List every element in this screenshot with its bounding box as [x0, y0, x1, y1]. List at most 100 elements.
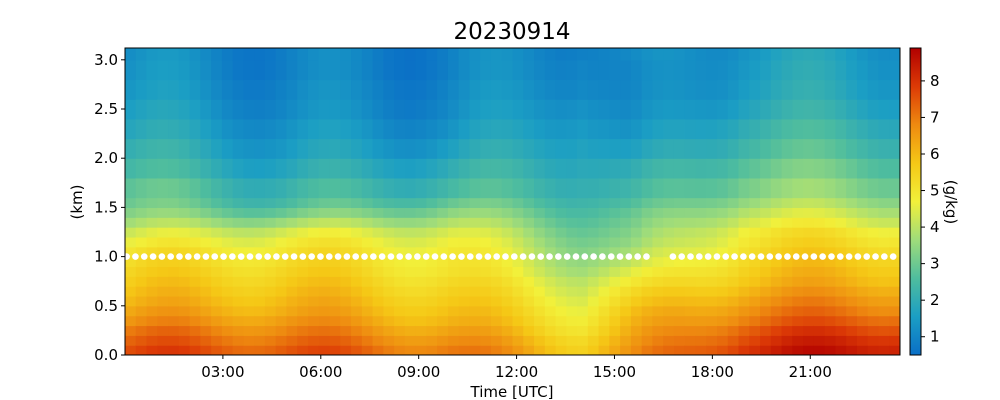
heatmap-cell — [544, 99, 557, 120]
heatmap-cell — [867, 48, 880, 61]
heatmap-cell — [426, 79, 438, 100]
heatmap-cell — [673, 305, 686, 317]
heatmap-cell — [824, 79, 837, 100]
heatmap-cell — [447, 325, 460, 336]
heatmap-cell — [351, 286, 363, 297]
heatmap-cell — [383, 59, 395, 81]
heatmap-cell — [168, 227, 180, 238]
heatmap-cell — [458, 118, 471, 140]
heatmap-cell — [695, 345, 707, 355]
chart-title: 20230914 — [453, 19, 570, 45]
heatmap-cell — [792, 256, 804, 268]
heatmap-cell — [135, 256, 148, 268]
heatmap-cell — [372, 266, 384, 277]
heatmap-cell — [534, 197, 546, 209]
heatmap-cell — [684, 99, 697, 120]
heatmap-cell — [523, 177, 535, 199]
heatmap-cell — [297, 286, 309, 297]
heatmap-cell — [889, 305, 900, 317]
heatmap-cell — [372, 227, 384, 238]
heatmap-cell — [437, 207, 449, 218]
heatmap-cell — [641, 286, 654, 297]
heatmap-cell — [856, 48, 869, 61]
heatmap-cell — [587, 118, 600, 140]
heatmap-cell — [178, 79, 191, 100]
heatmap-cell — [760, 266, 772, 277]
heatmap-cell — [426, 59, 438, 81]
heatmap-cell — [254, 315, 266, 327]
heatmap-cell — [275, 315, 288, 327]
heatmap-cell — [404, 246, 417, 258]
heatmap-cell — [146, 276, 158, 287]
heatmap-cell — [652, 118, 664, 140]
heatmap-cell — [211, 197, 223, 209]
heatmap-cell — [727, 59, 740, 81]
heatmap-cell — [673, 286, 686, 297]
heatmap-cell — [738, 197, 750, 209]
heatmap-cell — [620, 217, 632, 228]
heatmap-cell — [394, 276, 406, 287]
heatmap-cell — [706, 207, 718, 218]
heatmap-cell — [609, 118, 621, 140]
heatmap-cell — [587, 236, 600, 248]
heatmap-cell — [264, 138, 277, 159]
heatmap-cell — [867, 227, 880, 238]
heatmap-cell — [630, 138, 643, 159]
heatmap-cell — [458, 246, 471, 258]
heatmap-cell — [318, 158, 331, 179]
heatmap-cell — [372, 138, 384, 159]
heatmap-cell — [135, 286, 148, 297]
heatmap-cell — [630, 276, 643, 287]
heatmap-cell — [264, 227, 277, 238]
heatmap-cell — [534, 335, 546, 346]
heatmap-cell — [211, 227, 223, 238]
heatmap-cell — [297, 256, 309, 268]
heatmap-cell — [534, 59, 546, 81]
heatmap-cell — [178, 295, 191, 307]
heatmap-cell — [544, 138, 557, 159]
heatmap-cell — [835, 138, 847, 159]
heatmap-cell — [200, 99, 212, 120]
heatmap-cell — [792, 295, 804, 307]
heatmap-cell — [534, 177, 546, 199]
heatmap-cell — [630, 99, 643, 120]
heatmap-cell — [286, 236, 298, 248]
heatmap-cell — [221, 158, 234, 179]
heatmap-cell — [598, 118, 610, 140]
heatmap-cell — [867, 266, 880, 277]
heatmap-cell — [297, 246, 309, 258]
heatmap-cell — [566, 79, 578, 100]
heatmap-cell — [211, 246, 223, 258]
heatmap-cell — [307, 266, 320, 277]
heatmap-cell — [835, 118, 847, 140]
heatmap-cell — [146, 118, 158, 140]
heatmap-cell — [641, 315, 654, 327]
heatmap-cell — [361, 118, 374, 140]
heatmap-cell — [878, 295, 890, 307]
marker-point — [696, 253, 703, 260]
heatmap-cell — [157, 138, 169, 159]
heatmap-cell — [275, 246, 288, 258]
heatmap-cell — [630, 286, 643, 297]
heatmap-cell — [652, 158, 664, 179]
heatmap-cell — [803, 246, 815, 258]
heatmap-cell — [867, 217, 880, 228]
heatmap-cell — [889, 79, 900, 100]
x-tick-label: 12:00 — [495, 363, 538, 381]
heatmap-cell — [329, 138, 341, 159]
heatmap-cell — [361, 345, 374, 355]
heatmap-cell — [318, 207, 331, 218]
heatmap-cell — [318, 48, 331, 61]
heatmap-cell — [824, 236, 837, 248]
heatmap-cell — [426, 158, 438, 179]
heatmap-cell — [738, 227, 750, 238]
heatmap-cell — [534, 236, 546, 248]
heatmap-cell — [609, 315, 621, 327]
heatmap-cell — [749, 276, 761, 287]
heatmap-cell — [264, 177, 277, 199]
heatmap-cell — [189, 207, 201, 218]
heatmap-cell — [555, 158, 567, 179]
heatmap-cell — [383, 295, 395, 307]
marker-point — [493, 253, 500, 260]
heatmap-cell — [221, 207, 234, 218]
